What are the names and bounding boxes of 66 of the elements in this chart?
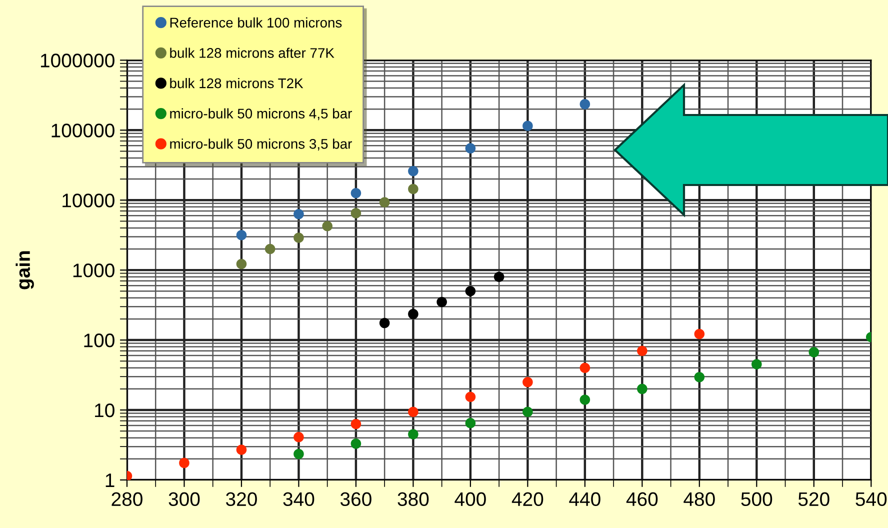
point xyxy=(408,406,418,418)
y-tick-label: 100 xyxy=(84,334,114,348)
legend-label: micro-bulk 50 microns 4,5 bar xyxy=(170,108,352,120)
y-tick-label: 10 xyxy=(95,403,114,418)
point xyxy=(236,230,247,240)
point xyxy=(637,384,648,394)
point xyxy=(637,346,648,356)
x-tick-label: 360 xyxy=(340,492,372,506)
point xyxy=(694,372,705,382)
x-tick-label: 380 xyxy=(398,492,429,506)
x-tick-label: 480 xyxy=(684,492,715,506)
x-tick-label: 500 xyxy=(741,492,772,506)
y-axis-title: gain xyxy=(16,251,34,290)
point xyxy=(322,220,332,232)
point xyxy=(465,143,476,154)
point xyxy=(350,418,362,430)
point xyxy=(522,120,533,132)
point xyxy=(436,296,447,308)
point xyxy=(465,418,476,428)
legend-label: bulk 128 microns T2K xyxy=(170,78,304,88)
x-tick-label: 460 xyxy=(626,492,658,506)
point xyxy=(379,197,390,208)
point xyxy=(465,392,476,402)
point xyxy=(494,272,504,282)
point xyxy=(522,377,533,388)
point xyxy=(694,328,705,340)
point xyxy=(264,244,276,254)
point xyxy=(294,232,304,243)
point xyxy=(350,438,362,449)
point xyxy=(179,458,190,468)
point xyxy=(408,308,418,320)
point xyxy=(408,184,418,194)
y-tick-label: 1 xyxy=(106,474,114,487)
point xyxy=(408,166,418,176)
point xyxy=(408,429,418,440)
y-tick-label: 100000 xyxy=(52,124,114,138)
x-tick-label: 420 xyxy=(512,492,544,506)
point xyxy=(294,432,304,442)
legend-label: bulk 128 microns after 77K xyxy=(170,48,334,58)
point xyxy=(350,188,362,198)
point xyxy=(522,406,533,418)
x-tick-label: 300 xyxy=(168,492,200,506)
y-tick-label: 1000 xyxy=(73,264,114,278)
point xyxy=(465,286,476,296)
point xyxy=(236,258,247,270)
point xyxy=(350,208,362,218)
legend-label: Reference bulk 100 microns xyxy=(170,17,342,28)
y-tick-label: 10000 xyxy=(62,194,114,208)
x-tick-label: 320 xyxy=(226,492,257,506)
point xyxy=(580,99,590,110)
x-tick-label: 440 xyxy=(569,492,600,506)
point xyxy=(379,318,390,328)
x-tick-label: 340 xyxy=(283,492,314,506)
x-tick-label: 400 xyxy=(454,492,486,506)
point xyxy=(236,444,247,455)
x-tick-label: 540 xyxy=(856,492,887,506)
x-tick-label: 520 xyxy=(798,492,830,506)
point xyxy=(294,209,304,220)
point xyxy=(580,362,590,374)
point xyxy=(580,394,590,405)
point xyxy=(751,359,762,370)
y-tick-label: 1000000 xyxy=(40,54,114,68)
x-tick-label: 280 xyxy=(112,492,142,506)
point xyxy=(808,347,820,358)
point xyxy=(294,448,304,460)
legend-label: micro-bulk 50 microns 3,5 bar xyxy=(170,138,352,150)
